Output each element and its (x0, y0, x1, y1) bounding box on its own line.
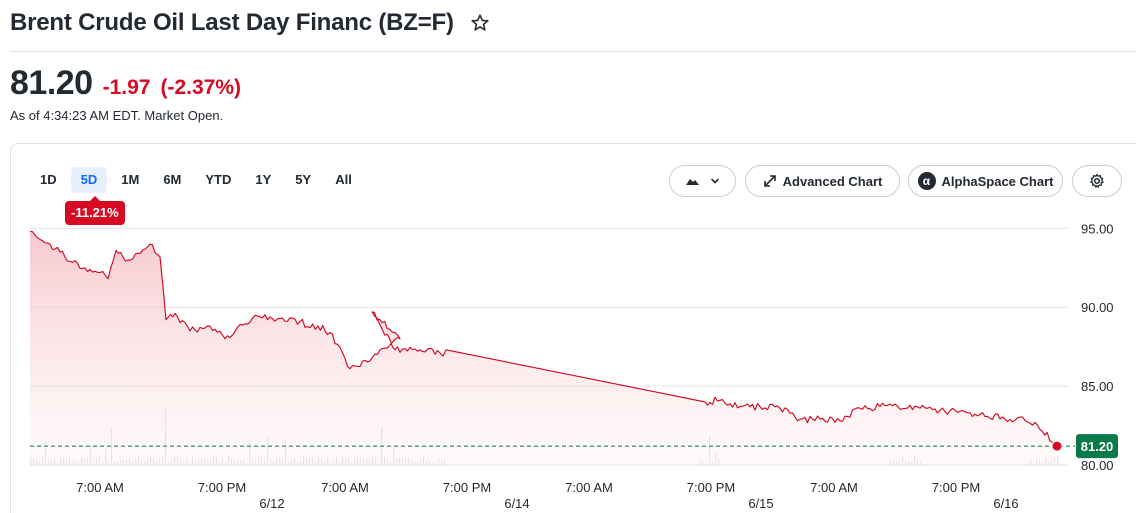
x-tick-time: 7:00 PM (198, 480, 246, 495)
period-change-badge: -11.21% (65, 196, 125, 225)
advanced-chart-label: Advanced Chart (782, 173, 883, 189)
x-tick-time: 7:00 AM (810, 480, 858, 495)
chart-type-button[interactable] (669, 165, 736, 197)
alphaspace-logo-icon: α (917, 172, 936, 190)
volume-bar (1057, 456, 1059, 465)
range-selector: 1D 5D 1M 6M YTD 1Y 5Y All (30, 167, 366, 193)
range-1m[interactable]: 1M (121, 172, 140, 187)
header-divider (10, 51, 1136, 52)
last-price-dot (1051, 440, 1063, 452)
quote-summary: 81.20 -1.97 (-2.37%) (10, 64, 241, 103)
x-tick-date: 6/12 (259, 496, 284, 511)
title-row: Brent Crude Oil Last Day Financ (BZ=F) (10, 8, 490, 38)
range-1y[interactable]: 1Y (255, 172, 272, 187)
x-tick-time: 7:00 PM (443, 480, 491, 495)
x-tick-time: 7:00 AM (565, 480, 613, 495)
x-tick-date: 6/15 (748, 496, 773, 511)
range-all[interactable]: All (335, 172, 352, 187)
alphaspace-chart-button[interactable]: α AlphaSpace Chart (908, 165, 1063, 197)
x-tick-date: 6/16 (993, 496, 1018, 511)
advanced-chart-button[interactable]: Advanced Chart (745, 165, 900, 197)
mountain-chart-icon (685, 179, 699, 185)
chart-settings-button[interactable] (1072, 165, 1122, 197)
x-tick-time: 7:00 PM (687, 480, 735, 495)
x-tick-time: 7:00 AM (321, 480, 369, 495)
star-icon[interactable] (470, 13, 490, 33)
chart-panel (10, 143, 1136, 513)
gear-icon (1090, 173, 1104, 188)
range-ytd[interactable]: YTD (205, 172, 232, 187)
page-title: Brent Crude Oil Last Day Financ (BZ=F) (10, 9, 454, 36)
y-tick-label: 90.00 (1081, 300, 1114, 315)
range-1d[interactable]: 1D (40, 172, 57, 187)
last-price-label: 81.20 (1081, 439, 1114, 454)
range-5d[interactable]: 5D (70, 167, 108, 193)
range-6m[interactable]: 6M (163, 172, 182, 187)
expand-icon (763, 175, 776, 187)
y-tick-label: 85.00 (1081, 379, 1114, 394)
chevron-down-icon (710, 178, 719, 184)
range-5y[interactable]: 5Y (295, 172, 312, 187)
x-tick-date: 6/14 (504, 496, 529, 511)
y-tick-label: 80.00 (1081, 458, 1114, 473)
alphaspace-chart-label: AlphaSpace Chart (941, 173, 1054, 189)
x-tick-time: 7:00 AM (76, 480, 124, 495)
y-tick-label: 95.00 (1081, 221, 1114, 236)
x-tick-time: 7:00 PM (932, 480, 980, 495)
last-price-tag (1076, 434, 1118, 459)
last-price: 81.20 (10, 64, 93, 102)
price-change-percent: (-2.37%) (160, 76, 241, 99)
as-of-timestamp: As of 4:34:23 AM EDT. Market Open. (10, 108, 224, 123)
price-area (30, 231, 1057, 465)
price-change: -1.97 (102, 76, 151, 99)
price-line (29, 230, 1058, 447)
